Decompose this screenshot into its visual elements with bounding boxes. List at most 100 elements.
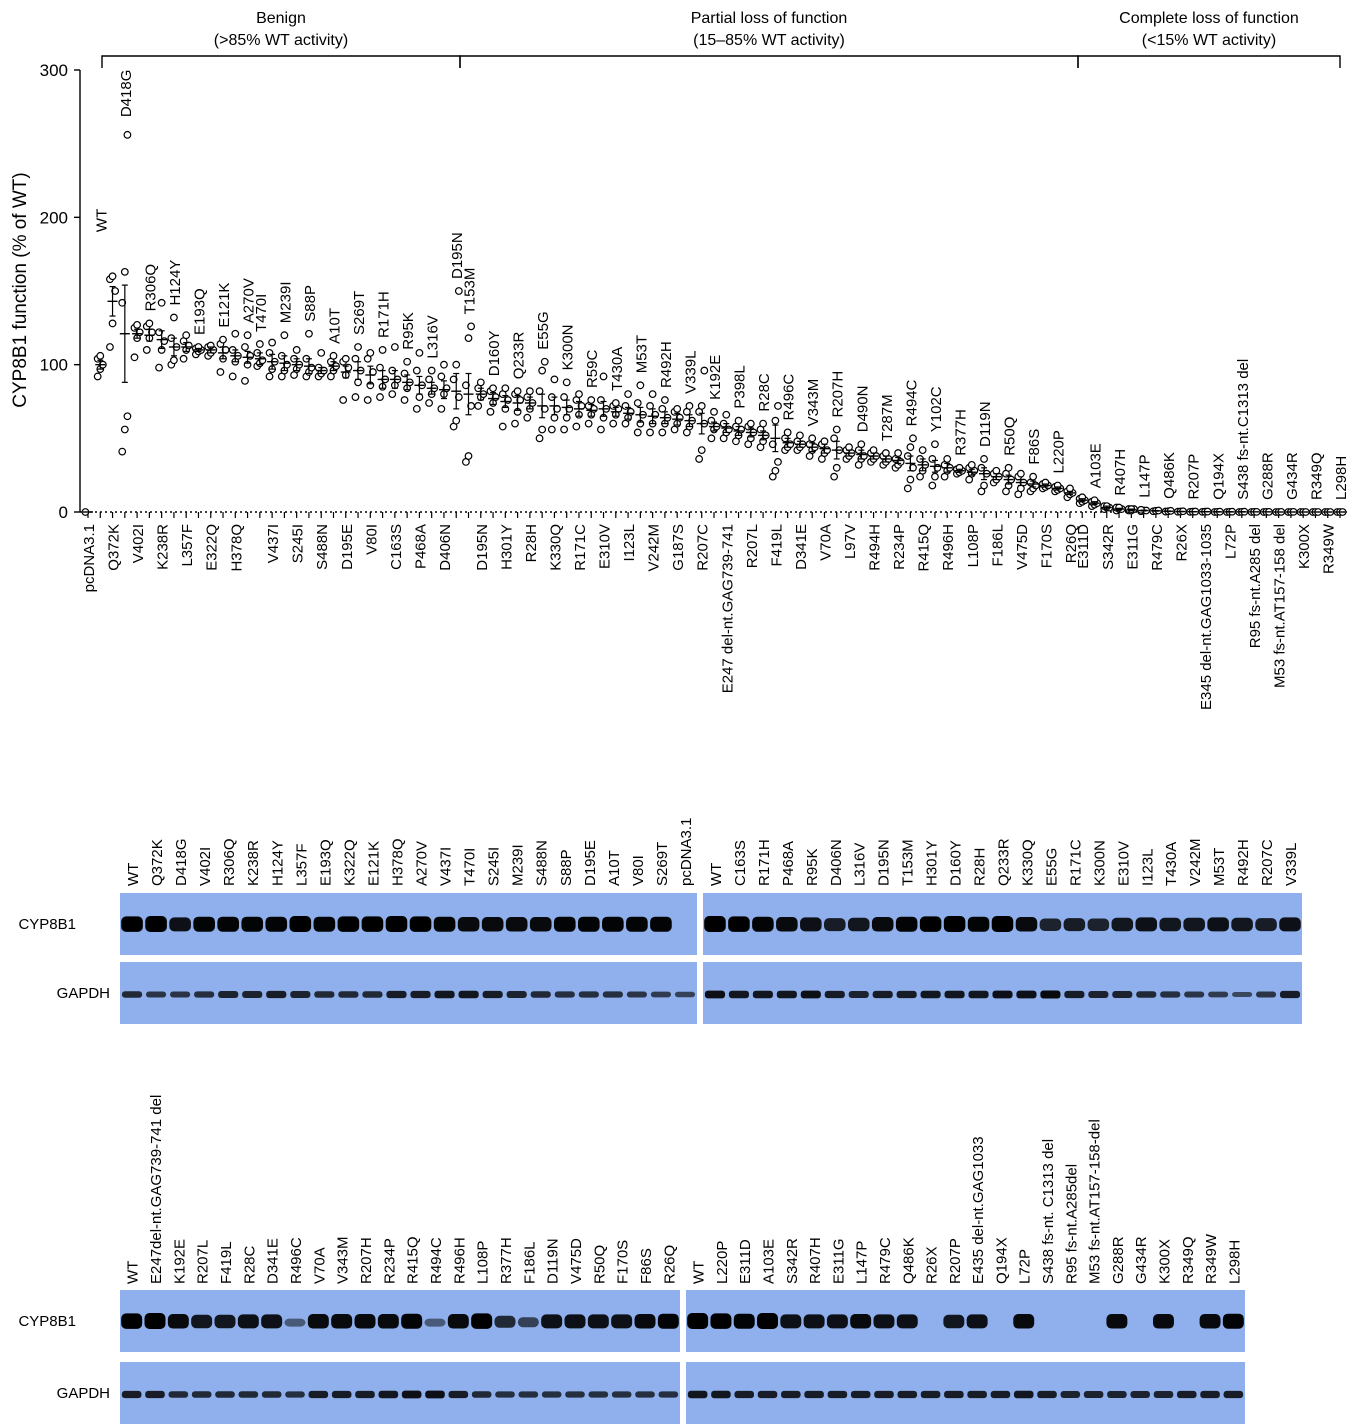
band-gapdh — [314, 991, 335, 998]
band-gapdh — [506, 991, 527, 998]
data-point — [425, 399, 433, 407]
y-tick-label: 100 — [40, 356, 68, 375]
point-label: D160Y — [486, 330, 503, 376]
variant-40: R171C — [572, 390, 589, 571]
x-tick-label: F170S — [1038, 524, 1055, 568]
x-tick-label: R207C — [695, 524, 712, 571]
y-tick-label: 300 — [40, 61, 68, 80]
data-point — [292, 346, 301, 354]
data-point — [513, 387, 522, 396]
point-label: S88P — [302, 285, 319, 322]
point-label: M53T — [633, 335, 650, 373]
western-blot-bottom: CYP8B1 GAPDH WT E247del-nt.GAG739-741 del K1… — [18, 1095, 1245, 1424]
data-point — [658, 428, 667, 437]
band-cyp8b1 — [871, 917, 894, 932]
data-point — [918, 446, 927, 455]
data-point — [179, 354, 188, 363]
group-range-label: (>85% WT activity) — [214, 32, 348, 49]
lane-label: R95 fs-nt.A285del — [1063, 1164, 1080, 1284]
data-point — [476, 378, 485, 387]
band-cyp8b1 — [1015, 917, 1038, 932]
data-point — [906, 475, 915, 484]
data-point — [467, 322, 476, 331]
variant-83: S342R — [1100, 502, 1117, 570]
band-cyp8b1 — [354, 1314, 376, 1329]
blot-panel-1: WT L220P E311D A103E S342R R407H E311G L147P R47… — [686, 1119, 1245, 1424]
scatter-chart: 0 100 200 300 CYP8B1 function (% of WT) Benig… — [10, 10, 1350, 710]
band-cyp8b1 — [587, 1314, 609, 1329]
point-label: E121K — [216, 283, 233, 328]
blot-membrane-cyp8b1 — [686, 1290, 1245, 1352]
band-gapdh — [401, 1390, 422, 1399]
lane-label: R492H — [1235, 839, 1252, 886]
data-point — [123, 130, 132, 139]
point-label: V339L — [682, 351, 699, 394]
data-point — [774, 458, 782, 466]
band-cyp8b1 — [752, 916, 774, 932]
band-gapdh — [1013, 1390, 1034, 1399]
data-point — [845, 443, 853, 452]
variant-9: E193Q — [191, 288, 208, 518]
x-tick-label: R349W — [1321, 523, 1338, 574]
band-gapdh — [896, 990, 917, 999]
band-cyp8b1 — [1183, 917, 1205, 932]
variant-28: L316V — [425, 315, 442, 518]
band-gapdh — [378, 1390, 399, 1399]
data-point — [501, 384, 510, 393]
variant-68: R415Q — [916, 446, 933, 572]
lane-label: E193Q — [317, 839, 334, 886]
variant-72: L108P — [965, 460, 982, 567]
data-point — [498, 422, 507, 431]
band-gapdh — [1153, 1391, 1174, 1398]
band-cyp8b1 — [313, 916, 336, 932]
x-tick-label: R479C — [1149, 524, 1166, 571]
variant-23: V80I — [363, 348, 380, 555]
variant-49: V339L — [682, 351, 699, 518]
band-cyp8b1 — [457, 917, 480, 932]
lane-label: V339L — [1283, 843, 1300, 886]
group-label: Complete loss of function — [1119, 10, 1299, 27]
point-label: H124Y — [167, 260, 184, 306]
variant-29: D406N — [437, 360, 454, 571]
band-cyp8b1 — [144, 1313, 166, 1329]
lane-label: R95K — [804, 848, 821, 886]
point-label: A103E — [1088, 443, 1105, 488]
band-gapdh — [611, 1391, 632, 1398]
lane-label: D195E — [582, 840, 599, 886]
data-point — [894, 449, 903, 457]
lane-label: L357F — [293, 843, 310, 886]
data-point — [228, 372, 237, 381]
x-tick-label: D195N — [474, 524, 491, 571]
lane-label: WT — [125, 1261, 142, 1284]
variant-6: K238R — [155, 298, 172, 570]
band-gapdh — [704, 990, 726, 999]
band-cyp8b1 — [377, 1314, 399, 1329]
band-gapdh — [1083, 1391, 1104, 1398]
x-tick-label: S488N — [314, 524, 331, 570]
data-point — [241, 343, 249, 351]
band-cyp8b1 — [564, 1314, 586, 1329]
x-tick-label: pcDNA3.1 — [81, 524, 98, 592]
variant-0: pcDNA3.1 — [81, 508, 98, 592]
group-range-label: (<15% WT activity) — [1142, 32, 1276, 49]
variant-34: H301Y — [498, 384, 515, 570]
blot-membrane-cyp8b1 — [120, 1290, 680, 1352]
variant-84: R407H — [1112, 449, 1129, 518]
lane-label: S88P — [558, 849, 575, 886]
data-point — [980, 455, 988, 463]
x-tick-label: E247 del-nt.GAG739-741 — [719, 524, 736, 693]
data-point — [437, 404, 446, 413]
band-cyp8b1 — [577, 916, 600, 932]
lane-label: L316V — [852, 843, 869, 886]
point-label: E55G — [535, 311, 552, 349]
variant-17: S245I — [290, 346, 307, 563]
band-cyp8b1 — [687, 1313, 709, 1329]
band-cyp8b1 — [1199, 1314, 1221, 1329]
lane-label: K300N — [1091, 840, 1108, 886]
point-label: T430A — [609, 347, 626, 391]
data-point — [661, 396, 669, 404]
variant-39: K300N — [560, 324, 577, 518]
lane-label: T430A — [1163, 842, 1180, 886]
data-point — [363, 396, 372, 404]
data-point — [376, 393, 384, 401]
